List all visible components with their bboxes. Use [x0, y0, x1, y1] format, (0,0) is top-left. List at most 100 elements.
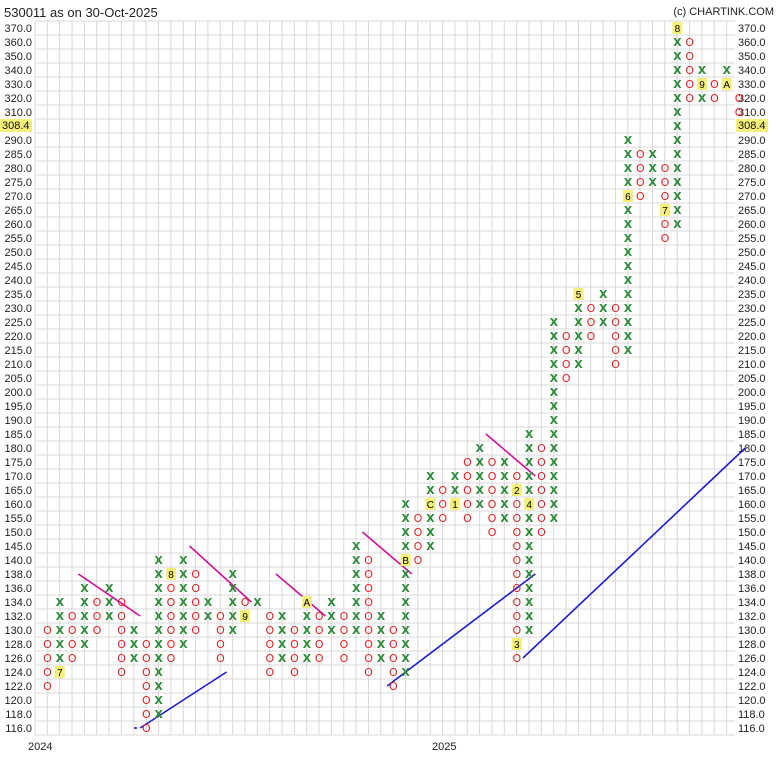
x-box: X — [550, 330, 559, 343]
x-box: X — [698, 64, 707, 77]
o-box: O — [290, 652, 299, 665]
o-box: O — [241, 596, 250, 609]
x-box: X — [525, 456, 534, 469]
x-box: X — [327, 596, 336, 609]
o-box: O — [117, 666, 126, 679]
y-tick-label: 165.0 — [4, 485, 32, 497]
o-box: O — [636, 162, 645, 175]
x-box: X — [500, 470, 509, 483]
x-box: X — [550, 456, 559, 469]
period-mark-bg — [511, 638, 522, 650]
x-box: X — [673, 36, 682, 49]
x-box: X — [451, 484, 460, 497]
o-box: O — [191, 624, 200, 637]
x-box: X — [179, 624, 188, 637]
o-box: O — [438, 484, 447, 497]
y-tick-label: 165.0 — [738, 485, 766, 497]
last-price-bg-right — [736, 119, 768, 132]
x-box: X — [624, 246, 633, 259]
o-box: O — [167, 596, 176, 609]
o-box: O — [93, 610, 102, 623]
y-tick-label: 340.0 — [738, 65, 766, 77]
period-mark-bg — [672, 22, 683, 34]
x-box: X — [525, 568, 534, 581]
x-box: X — [673, 218, 682, 231]
x-box: X — [426, 540, 435, 553]
y-tick-label: 245.0 — [4, 261, 32, 273]
y-tick-label: 270.0 — [4, 191, 32, 203]
x-box: X — [550, 498, 559, 511]
last-price-left: 308.4 — [2, 120, 30, 132]
x-box: X — [476, 498, 485, 511]
y-tick-label: 255.0 — [738, 233, 766, 245]
resistance-trendline — [361, 531, 413, 575]
o-box: O — [537, 442, 546, 455]
x-box: X — [377, 624, 386, 637]
y-tick-label: 230.0 — [4, 303, 32, 315]
y-tick-label: 175.0 — [738, 457, 766, 469]
x-label-2024: 2024 — [28, 741, 52, 753]
y-tick-label: 370.0 — [738, 23, 766, 35]
o-box: O — [661, 176, 670, 189]
o-box: O — [43, 638, 52, 651]
x-box: X — [624, 232, 633, 245]
o-box: O — [488, 498, 497, 511]
x-box: X — [550, 428, 559, 441]
y-tick-label: 122.0 — [4, 681, 32, 693]
x-box: X — [550, 470, 559, 483]
support-trendline — [386, 573, 536, 687]
y-tick-label: 132.0 — [4, 611, 32, 623]
pnf-column: OO — [735, 92, 744, 119]
o-box: O — [512, 498, 521, 511]
o-box: O — [414, 526, 423, 539]
x-box: X — [179, 596, 188, 609]
o-box: O — [438, 512, 447, 525]
o-box: O — [710, 92, 719, 105]
x-box: X — [352, 540, 361, 553]
x-box: X — [624, 134, 633, 147]
x-box: X — [130, 624, 139, 637]
y-tick-label: 116.0 — [5, 723, 32, 735]
x-box: X — [624, 162, 633, 175]
x-box: X — [500, 498, 509, 511]
pnf-column: XX — [204, 596, 213, 623]
x-box: X — [550, 442, 559, 455]
x-box: X — [550, 386, 559, 399]
o-box: O — [611, 344, 620, 357]
x-box: X — [56, 652, 65, 665]
x-box: X — [426, 512, 435, 525]
o-box: O — [463, 456, 472, 469]
x-box: X — [550, 316, 559, 329]
y-tick-label: 240.0 — [4, 275, 32, 287]
o-box: O — [68, 652, 77, 665]
y-tick-label: 330.0 — [4, 79, 32, 91]
x-box: X — [624, 330, 633, 343]
y-tick-label: 132.0 — [738, 611, 766, 623]
o-box: O — [364, 624, 373, 637]
period-mark: A — [304, 598, 311, 609]
chart-credit: (c) CHARTINK.COM — [673, 6, 774, 18]
y-tick-label: 205.0 — [738, 373, 766, 385]
o-box: O — [93, 596, 102, 609]
x-box: X — [476, 484, 485, 497]
x-box: X — [599, 288, 608, 301]
x-box: X — [179, 554, 188, 567]
o-box: O — [661, 190, 670, 203]
x-box: X — [204, 610, 213, 623]
o-box: O — [68, 610, 77, 623]
period-mark: A — [723, 80, 730, 91]
x-box: X — [426, 470, 435, 483]
x-box: X — [574, 302, 583, 315]
o-box: O — [735, 106, 744, 119]
x-box: X — [574, 344, 583, 357]
x-box: X — [525, 624, 534, 637]
y-tick-label: 250.0 — [4, 247, 32, 259]
